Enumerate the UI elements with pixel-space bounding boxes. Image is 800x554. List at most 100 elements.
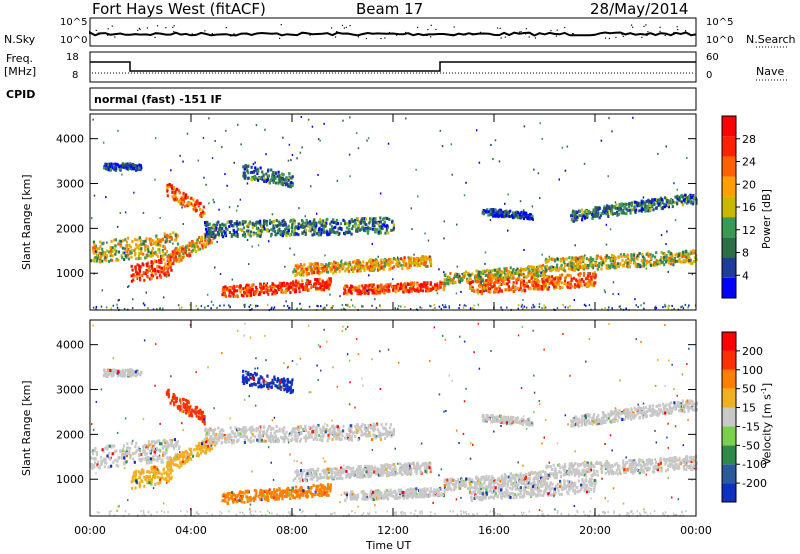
range-gate-cell bbox=[210, 235, 213, 238]
nsearch-dot bbox=[334, 36, 337, 38]
range-gate-cell bbox=[663, 203, 666, 206]
nsearch-dot bbox=[341, 24, 344, 27]
range-gate-cell bbox=[564, 269, 567, 273]
range-gate-cell bbox=[327, 264, 330, 268]
range-gate-cell bbox=[184, 196, 187, 200]
range-gate-cell bbox=[565, 257, 568, 261]
range-gate-cell bbox=[168, 255, 172, 259]
range-gate-cell bbox=[235, 230, 238, 234]
range-gate-cell bbox=[533, 276, 536, 280]
range-gate-cell bbox=[184, 251, 187, 255]
range-gate-cell bbox=[169, 260, 172, 264]
range-gate-cell bbox=[674, 195, 677, 199]
range-gate-cell bbox=[429, 288, 432, 292]
range-gate-cell bbox=[636, 203, 639, 207]
range-gate-cell bbox=[345, 226, 349, 230]
range-gate-cell bbox=[235, 209, 238, 212]
range-gate-cell bbox=[323, 269, 326, 273]
range-gate-cell bbox=[291, 286, 294, 290]
range-gate-cell bbox=[208, 229, 211, 233]
range-gate-cell bbox=[104, 167, 107, 171]
range-gate-cell bbox=[135, 449, 138, 453]
range-gate-cell bbox=[523, 285, 526, 288]
range-gate-cell bbox=[169, 471, 172, 475]
range-gate-cell bbox=[314, 282, 317, 285]
range-gate-cell bbox=[292, 288, 295, 292]
range-gate-cell bbox=[158, 448, 161, 452]
range-gate-cell bbox=[319, 221, 322, 225]
range-gate-cell bbox=[244, 286, 247, 289]
range-gate-cell bbox=[483, 280, 486, 284]
range-gate-cell bbox=[400, 286, 403, 290]
nsearch-tick-bottom: 10^0 bbox=[706, 35, 734, 46]
range-gate-cell bbox=[516, 216, 519, 220]
range-gate-cell bbox=[291, 283, 294, 286]
range-gate-cell bbox=[458, 280, 461, 284]
range-gate-cell bbox=[181, 203, 184, 207]
range-gate-cell bbox=[645, 259, 648, 263]
range-gate-cell bbox=[389, 282, 392, 286]
range-gate-cell bbox=[648, 252, 651, 256]
range-gate-cell bbox=[175, 457, 178, 461]
range-gate-cell bbox=[686, 157, 688, 159]
range-gate-cell bbox=[367, 284, 370, 288]
range-gate-cell bbox=[240, 222, 243, 226]
range-gate-cell bbox=[282, 218, 285, 222]
range-gate-cell bbox=[538, 264, 541, 268]
range-gate-cell bbox=[111, 254, 114, 258]
range-gate-cell bbox=[594, 206, 597, 210]
range-gate-cell bbox=[138, 476, 141, 480]
range-gate-cell bbox=[640, 304, 642, 307]
range-gate-cell bbox=[157, 248, 160, 252]
range-gate-cell bbox=[118, 167, 121, 171]
range-gate-cell bbox=[95, 451, 98, 455]
range-gate-cell bbox=[466, 277, 469, 281]
range-gate-cell bbox=[151, 274, 155, 278]
range-gate-cell bbox=[424, 261, 427, 265]
station-title: Fort Hays West (fitACF) bbox=[92, 0, 266, 18]
range-gate-cell bbox=[403, 256, 406, 260]
range-gate-cell bbox=[532, 269, 535, 273]
range-gate-cell bbox=[202, 444, 205, 448]
range-gate-cell bbox=[593, 271, 596, 275]
range-gate-cell bbox=[288, 285, 291, 289]
range-gate-cell bbox=[136, 278, 139, 281]
range-gate-cell bbox=[504, 277, 507, 281]
range-gate-cell bbox=[113, 450, 117, 454]
range-gate-cell bbox=[522, 211, 525, 215]
range-gate-cell bbox=[257, 229, 260, 233]
range-gate-cell bbox=[121, 162, 125, 166]
range-gate-cell bbox=[164, 262, 167, 266]
range-gate-cell bbox=[122, 239, 125, 243]
range-gate-cell bbox=[536, 279, 539, 283]
range-gate-cell bbox=[605, 223, 608, 226]
range-gate-cell bbox=[379, 220, 383, 224]
range-gate-cell bbox=[243, 292, 247, 296]
range-gate-cell bbox=[210, 241, 214, 245]
range-gate-cell bbox=[128, 166, 131, 170]
nsearch-dot bbox=[139, 28, 141, 30]
range-gate-cell bbox=[296, 157, 298, 160]
range-gate-cell bbox=[259, 284, 262, 288]
range-gate-cell bbox=[194, 203, 197, 206]
nsearch-dot bbox=[471, 34, 473, 36]
range-gate-cell bbox=[522, 215, 525, 219]
range-gate-cell bbox=[580, 257, 583, 261]
range-gate-cell bbox=[564, 275, 567, 279]
range-gate-cell bbox=[183, 249, 186, 253]
range-gate-cell bbox=[529, 265, 532, 269]
range-gate-cell bbox=[126, 163, 129, 167]
range-gate-cell bbox=[507, 269, 510, 273]
range-gate-cell bbox=[642, 261, 645, 265]
range-gate-cell bbox=[644, 209, 647, 213]
range-gate-cell bbox=[142, 302, 145, 305]
range-gate-cell bbox=[114, 252, 117, 256]
range-gate-cell bbox=[401, 283, 404, 287]
range-gate-cell bbox=[434, 287, 437, 291]
range-gate-cell bbox=[163, 267, 166, 271]
range-gate-cell bbox=[656, 198, 659, 202]
range-gate-cell bbox=[94, 250, 97, 253]
range-gate-cell bbox=[144, 443, 147, 447]
range-gate-cell bbox=[441, 145, 444, 148]
range-gate-cell bbox=[587, 266, 590, 270]
